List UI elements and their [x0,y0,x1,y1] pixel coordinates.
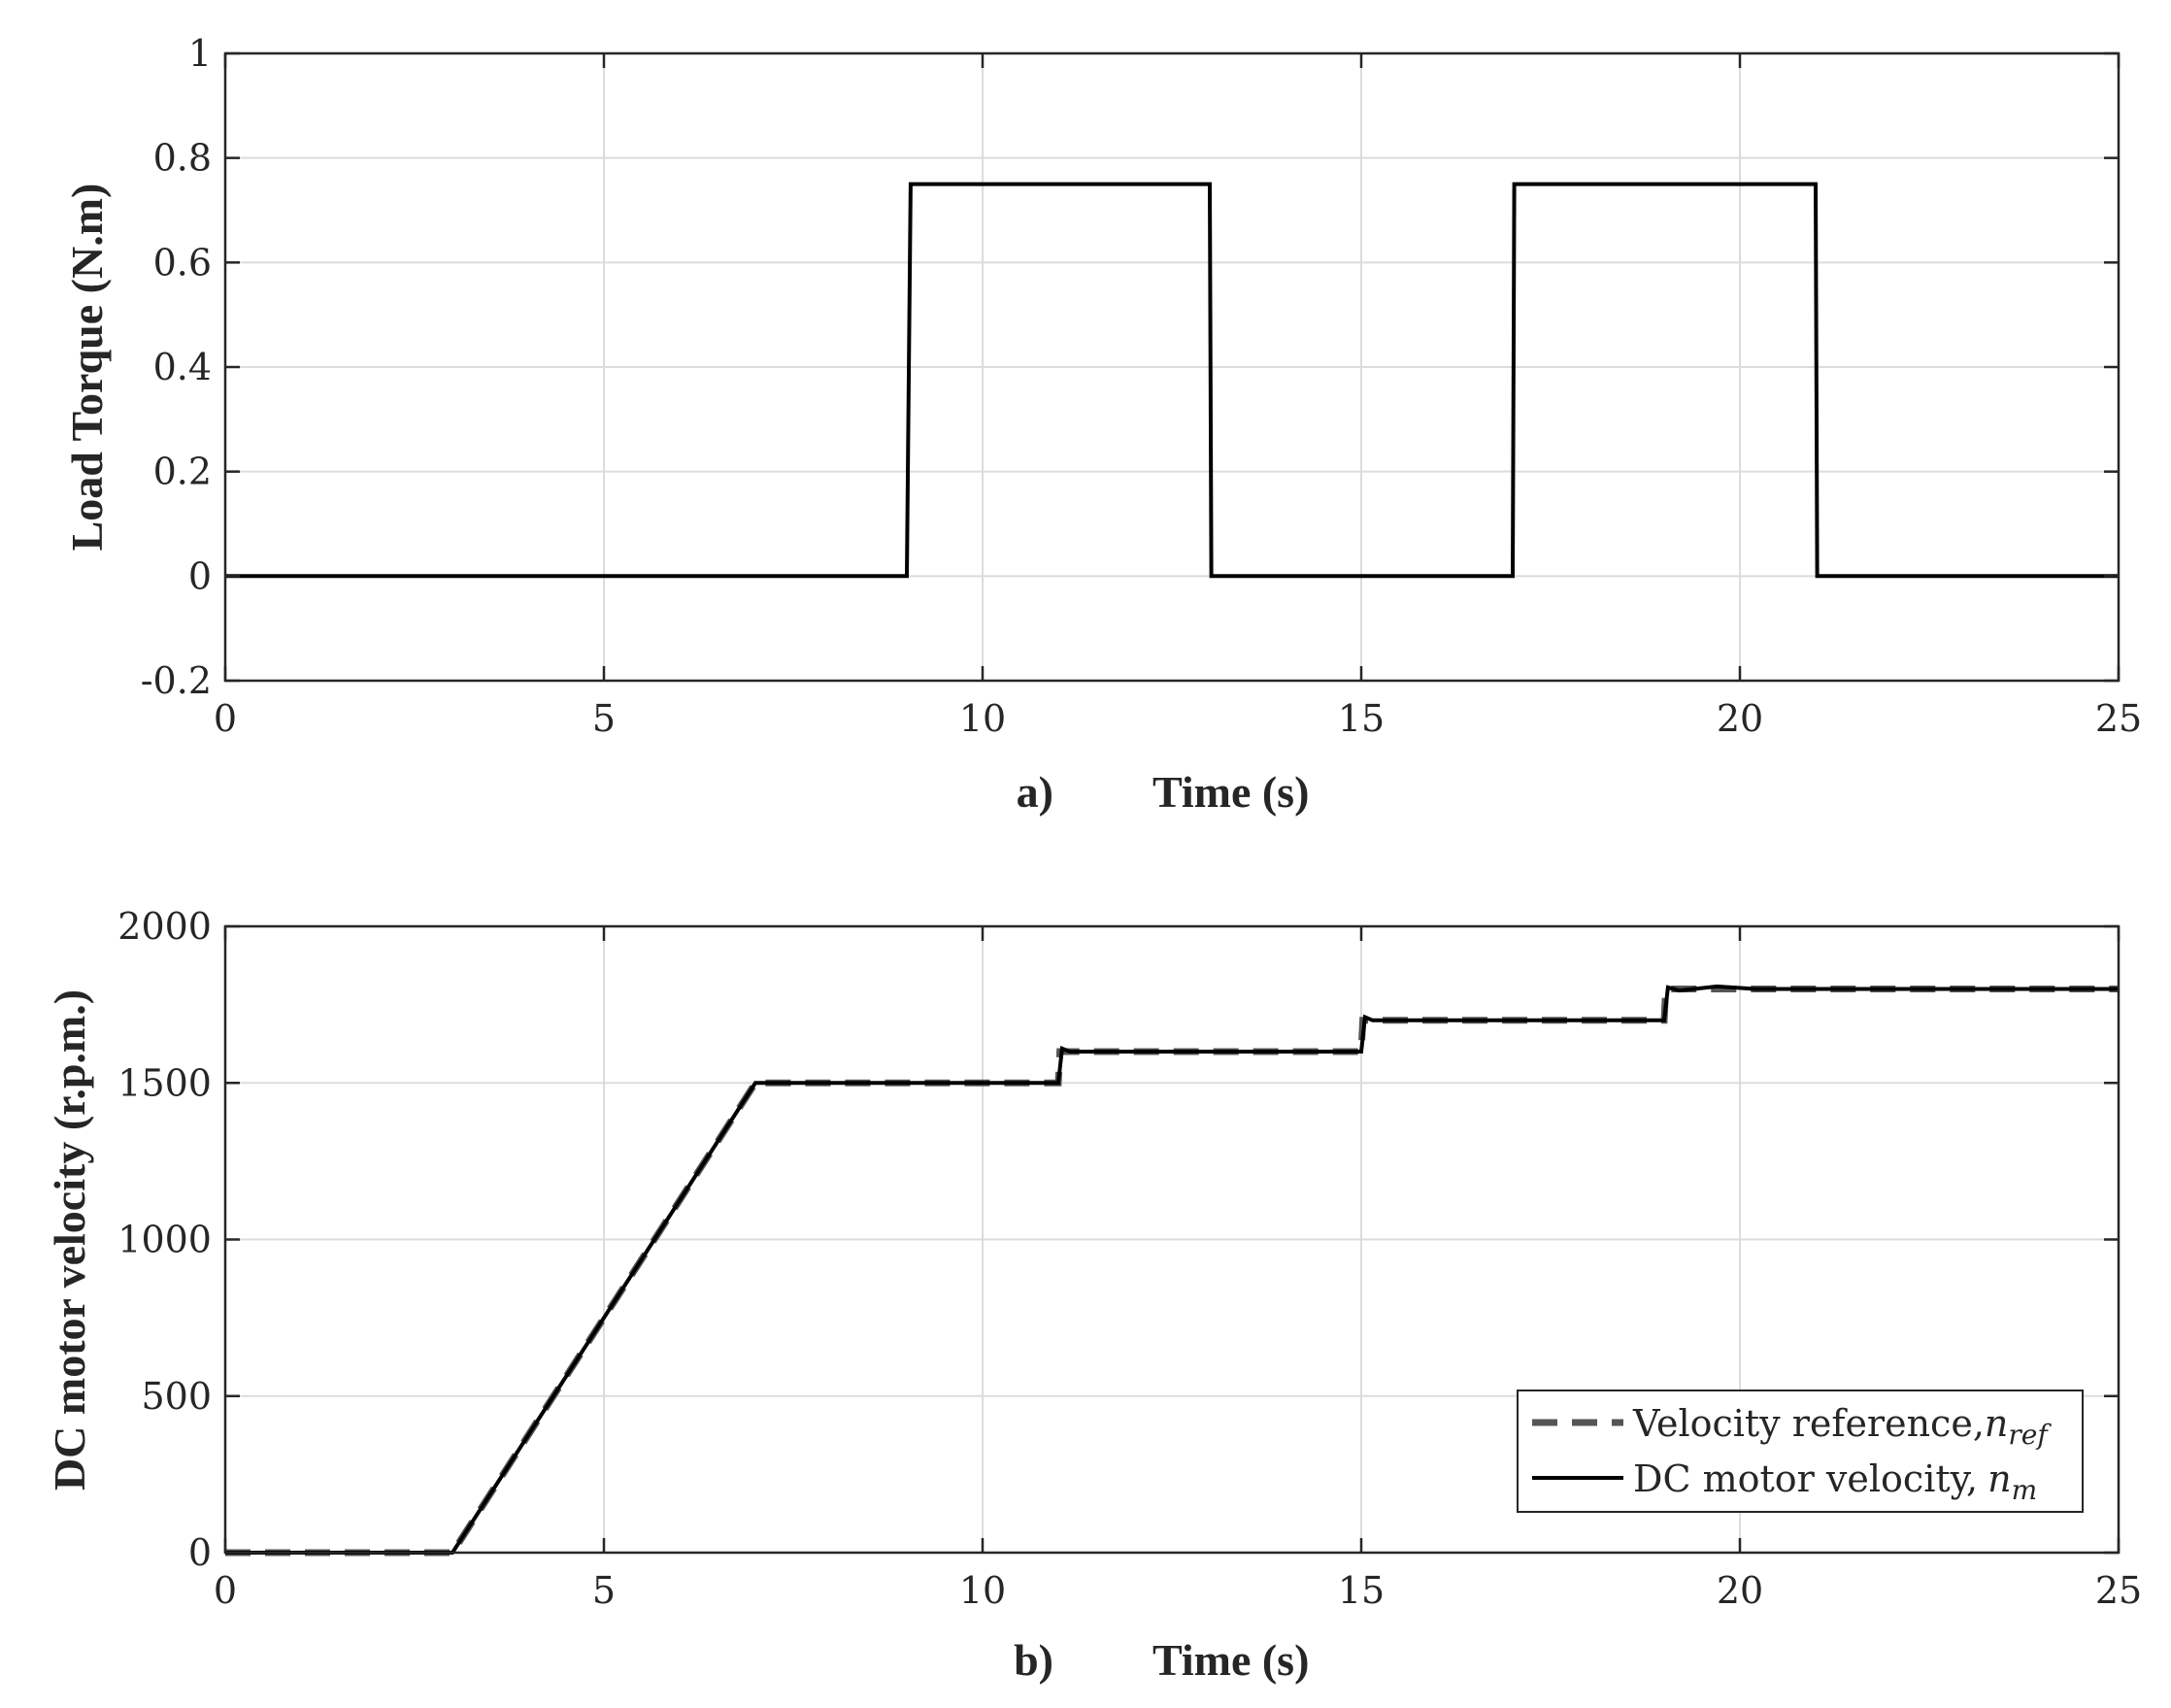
legend-entry-reference: Velocity reference,nref [1632,1402,2052,1451]
panel-b-x-tick-label: 15 [1338,1569,1385,1612]
panel-b-x-tick-label: 10 [959,1569,1006,1612]
panel-a-y-tick-label: 0.6 [153,241,212,284]
panel-a-y-axis-label: Load Torque (N.m) [62,184,112,552]
panel-a-ticks: 0 5 10 15 20 25-0.200.20.40.60.81 [141,32,2142,740]
legend-box [1517,1390,2084,1513]
panel-a-series-main-line [225,182,2119,579]
legend-entry-motor-text: DC motor velocity, [1633,1457,1978,1500]
legend-entry-motor-subscript: m [2012,1474,2038,1506]
panel-a-y-tick-label: 1 [188,32,212,75]
legend-entry-reference-symbol: n [1985,1402,2008,1445]
panel-a-x-tick-label: 0 [214,697,237,740]
panel-a-y-tick-label: 0.8 [153,137,212,180]
panel-b-y-axis-label: DC motor velocity (r.p.m.) [45,989,94,1490]
panel-b-y-tick-label: 500 [141,1375,212,1418]
legend-entry-reference-text: Velocity reference, [1632,1402,1985,1445]
legend-entry-motor: DC motor velocity, nm [1633,1457,2037,1506]
panel-a-series [225,182,2119,579]
panel-a-label: a) [1017,767,1053,817]
panel-b-x-axis-label: Time (s) [1152,1635,1309,1685]
panel-b-ticks: 0 5 10 15 20 25 0 500 1000 1500 2000 [117,905,2142,1612]
panel-a-x-tick-label: 15 [1338,697,1385,740]
legend-entry-motor-symbol: n [1987,1457,2011,1500]
panel-a-x-tick-label: 5 [592,697,616,740]
panel-a-x-tick-label: 20 [1717,697,1763,740]
panel-b-y-tick-label: 1500 [117,1061,212,1104]
panel-b-x-tick-label: 5 [592,1569,616,1612]
panel-a-y-tick-label: 0.4 [153,346,212,388]
panel-a-x-tick-label: 25 [2095,697,2142,740]
panel-a: 0 5 10 15 20 25-0.200.20.40.60.81 a) Time (s)… [62,32,2142,817]
panel-b-label: b) [1014,1635,1053,1685]
panel-b-y-tick-label: 0 [188,1531,212,1574]
panel-b-x-tick-label: 20 [1717,1569,1763,1612]
panel-b-x-tick-label: 0 [214,1569,237,1612]
panel-b-y-tick-label: 1000 [117,1219,212,1261]
panel-a-y-tick-label: 0.2 [153,451,212,493]
panel-b-series-main-line [225,984,2119,1555]
legend-entry-reference-subscript: ref [2008,1419,2052,1451]
panel-b-x-tick-label: 25 [2095,1569,2142,1612]
panel-b-y-tick-label: 2000 [117,905,212,948]
panel-a-x-axis-label: Time (s) [1152,767,1309,817]
panel-a-x-tick-label: 10 [959,697,1006,740]
panel-a-grid [225,53,2119,681]
panel-b-legend: Velocity reference,nref DC motor velocit… [1517,1390,2084,1513]
panel-b: 0 5 10 15 20 25 0 500 1000 1500 2000 b) Time (s) D… [45,905,2142,1685]
panel-a-y-tick-label: 0 [188,554,212,597]
panel-b-series [225,984,2119,1557]
panel-a-y-tick-label: -0.2 [141,659,212,702]
